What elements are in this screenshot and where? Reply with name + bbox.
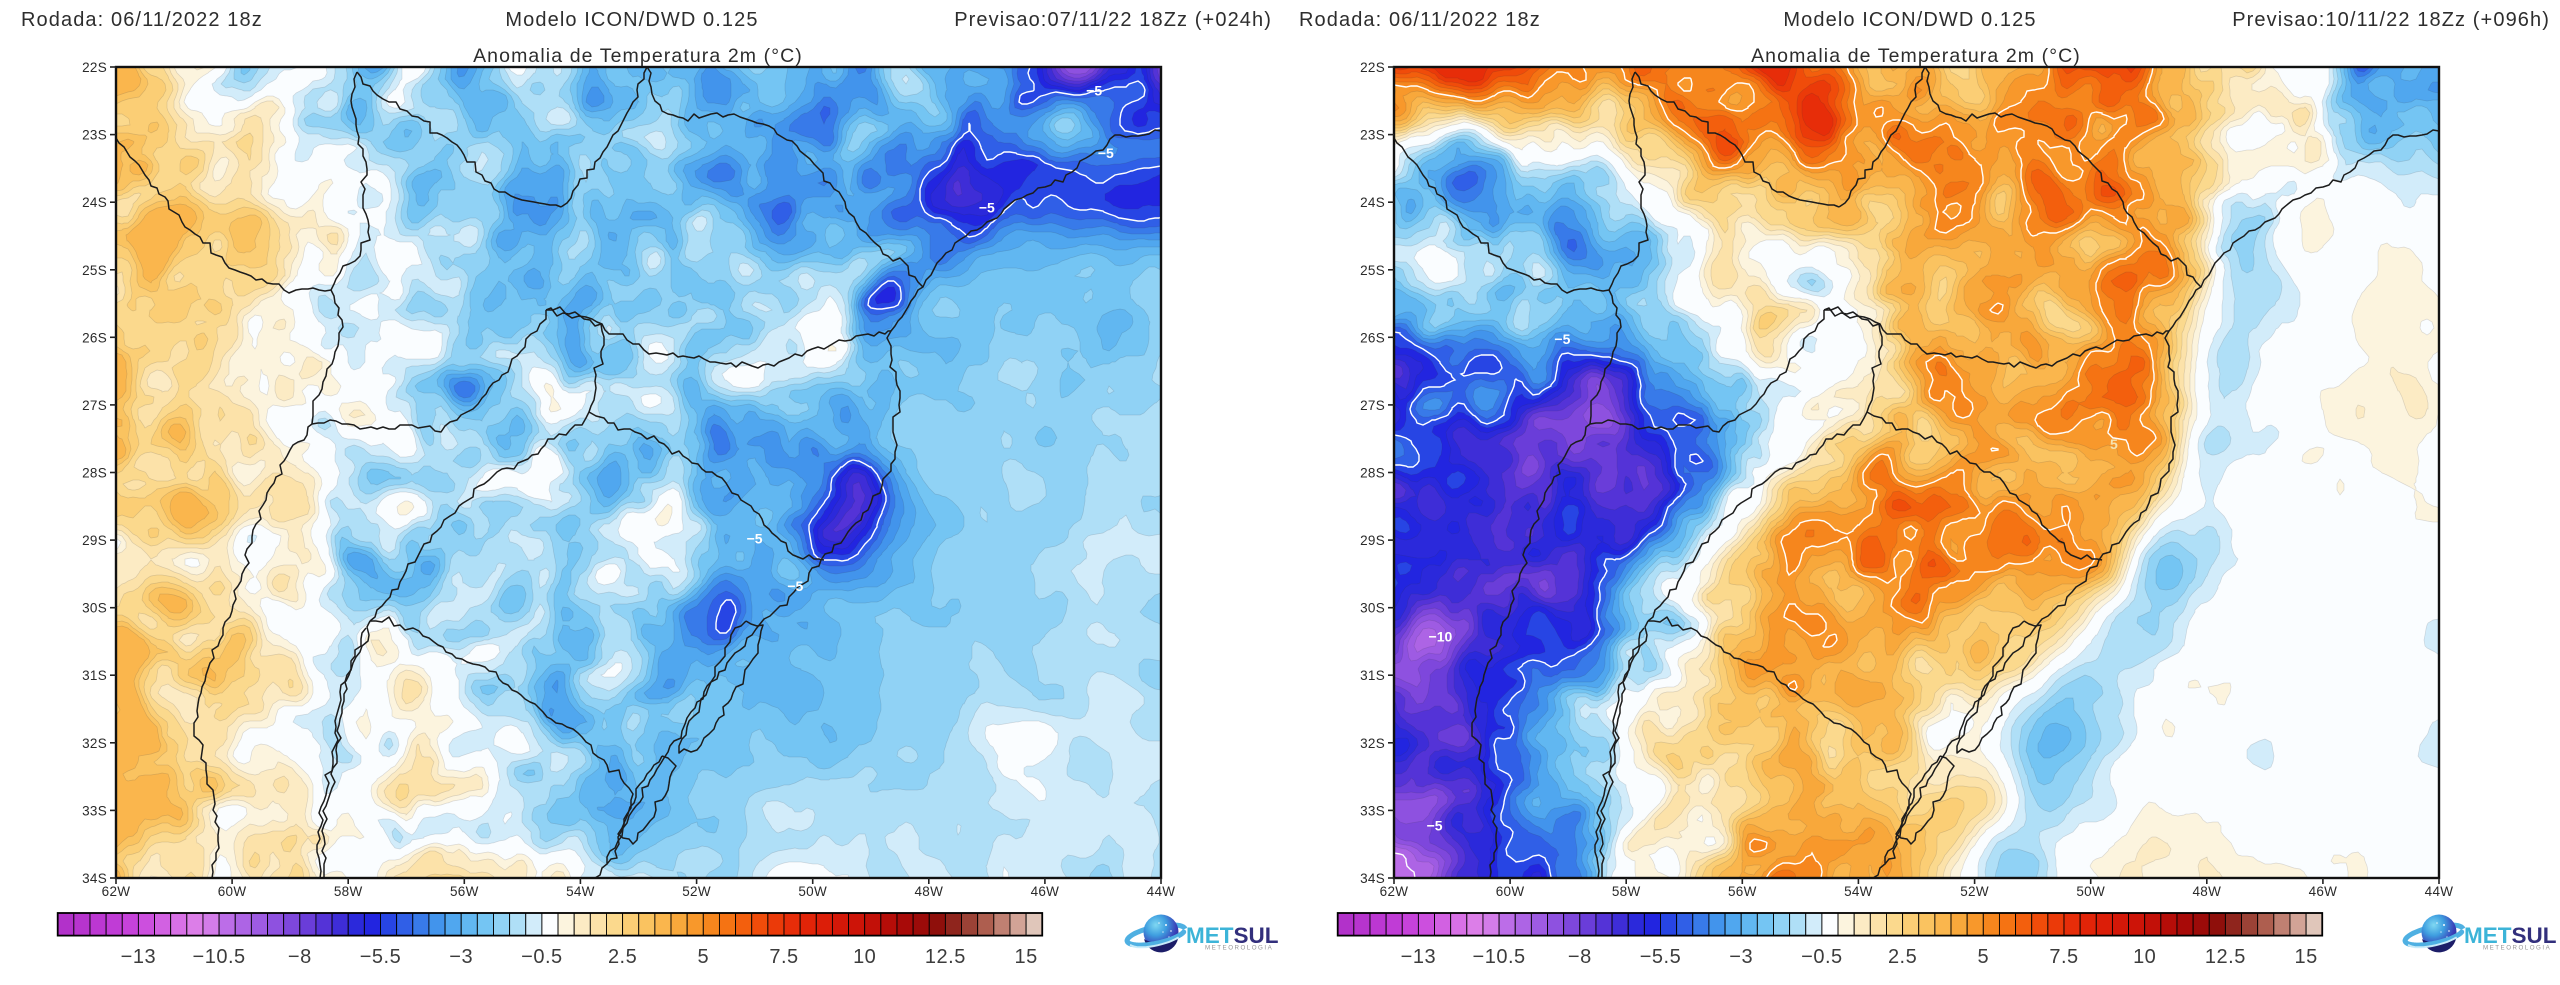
svg-text:60W: 60W [1496,884,1525,899]
svg-text:46W: 46W [1031,884,1060,899]
svg-text:−5: −5 [787,578,803,594]
svg-text:48W: 48W [2192,884,2221,899]
svg-text:32S: 32S [1360,736,1385,751]
svg-text:25S: 25S [1360,263,1385,278]
svg-text:24S: 24S [1360,195,1385,210]
svg-text:Rodada: 06/11/2022 18z: Rodada: 06/11/2022 18z [21,9,263,31]
svg-text:34S: 34S [1360,871,1385,886]
svg-text:26S: 26S [1360,330,1385,345]
svg-text:Anomalia de Temperatura 2m (°C: Anomalia de Temperatura 2m (°C) [1751,45,2081,67]
svg-text:Rodada: 06/11/2022 18z: Rodada: 06/11/2022 18z [1299,9,1541,31]
svg-text:METSUL: METSUL [2464,923,2557,948]
svg-text:15: 15 [2294,946,2317,968]
svg-text:60W: 60W [218,884,247,899]
svg-text:12.5: 12.5 [2205,946,2246,968]
svg-text:58W: 58W [1612,884,1641,899]
svg-text:15: 15 [1014,946,1037,968]
svg-text:50W: 50W [2076,884,2105,899]
svg-text:12.5: 12.5 [925,946,966,968]
svg-text:5: 5 [697,946,709,968]
svg-text:44W: 44W [2425,884,2454,899]
svg-text:−3: −3 [449,946,473,968]
svg-text:56W: 56W [450,884,479,899]
svg-text:METSUL: METSUL [1186,923,1279,948]
svg-text:METEOROLOGIA: METEOROLOGIA [2483,945,2551,952]
svg-text:30S: 30S [1360,601,1385,616]
svg-text:33S: 33S [1360,803,1385,818]
svg-text:29S: 29S [1360,533,1385,548]
svg-text:34S: 34S [82,871,107,886]
svg-text:Previsao:07/11/22 18Zz (+024h): Previsao:07/11/22 18Zz (+024h) [954,9,1272,31]
svg-text:7.5: 7.5 [2049,946,2078,968]
svg-text:48W: 48W [914,884,943,899]
svg-text:23S: 23S [1360,128,1385,143]
svg-text:30S: 30S [82,601,107,616]
svg-text:2.5: 2.5 [1888,946,1917,968]
svg-text:54W: 54W [1844,884,1873,899]
svg-text:Modelo ICON/DWD 0.125: Modelo ICON/DWD 0.125 [1783,9,2036,31]
svg-text:−8: −8 [288,946,312,968]
svg-text:32S: 32S [82,736,107,751]
svg-text:27S: 27S [1360,398,1385,413]
svg-text:62W: 62W [1380,884,1409,899]
svg-text:−5: −5 [979,199,995,215]
svg-text:33S: 33S [82,803,107,818]
svg-text:24S: 24S [82,195,107,210]
svg-text:50W: 50W [798,884,827,899]
svg-text:46W: 46W [2309,884,2338,899]
svg-text:−10.5: −10.5 [1473,946,1526,968]
svg-text:−8: −8 [1568,946,1592,968]
svg-text:−0.5: −0.5 [1801,946,1842,968]
svg-text:−13: −13 [121,946,156,968]
svg-text:−5: −5 [1086,82,1102,98]
svg-text:28S: 28S [82,466,107,481]
svg-text:Anomalia de Temperatura 2m (°C: Anomalia de Temperatura 2m (°C) [473,45,803,67]
svg-text:−13: −13 [1401,946,1436,968]
svg-text:−10.5: −10.5 [193,946,246,968]
svg-text:−5: −5 [747,531,763,547]
svg-text:28S: 28S [1360,466,1385,481]
svg-text:Modelo ICON/DWD 0.125: Modelo ICON/DWD 0.125 [505,9,758,31]
svg-text:−5: −5 [1427,818,1443,834]
svg-text:52W: 52W [682,884,711,899]
svg-text:31S: 31S [1360,668,1385,683]
svg-text:7.5: 7.5 [769,946,798,968]
svg-text:22S: 22S [82,60,107,75]
svg-text:−5: −5 [1554,331,1570,347]
svg-text:−5.5: −5.5 [1640,946,1681,968]
svg-text:44W: 44W [1147,884,1176,899]
svg-text:31S: 31S [82,668,107,683]
svg-text:56W: 56W [1728,884,1757,899]
svg-text:58W: 58W [334,884,363,899]
svg-text:54W: 54W [566,884,595,899]
svg-text:26S: 26S [82,330,107,345]
svg-text:−0.5: −0.5 [521,946,562,968]
svg-text:METEOROLOGIA: METEOROLOGIA [1205,945,1273,952]
svg-text:−3: −3 [1729,946,1753,968]
svg-text:23S: 23S [82,128,107,143]
svg-text:−5.5: −5.5 [360,946,401,968]
svg-text:25S: 25S [82,263,107,278]
svg-text:Previsao:10/11/22 18Zz (+096h): Previsao:10/11/22 18Zz (+096h) [2232,9,2550,31]
svg-text:−10: −10 [1429,629,1453,645]
svg-text:29S: 29S [82,533,107,548]
svg-text:27S: 27S [82,398,107,413]
svg-text:10: 10 [2133,946,2156,968]
svg-text:62W: 62W [102,884,131,899]
svg-text:5: 5 [2110,436,2118,452]
svg-text:−5: −5 [1098,145,1114,161]
svg-text:2.5: 2.5 [608,946,637,968]
svg-text:10: 10 [853,946,876,968]
svg-text:22S: 22S [1360,60,1385,75]
svg-text:5: 5 [1977,946,1989,968]
svg-text:52W: 52W [1960,884,1989,899]
